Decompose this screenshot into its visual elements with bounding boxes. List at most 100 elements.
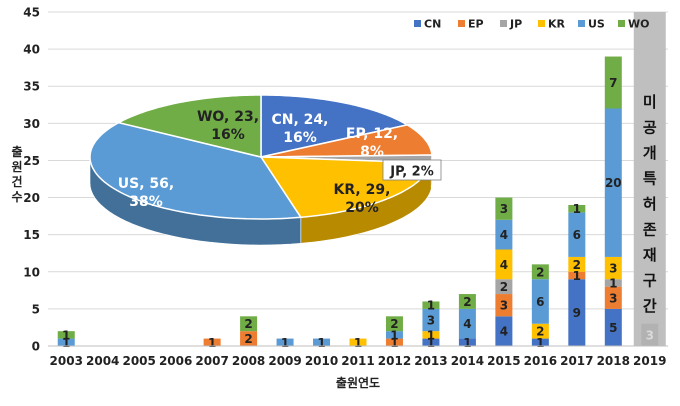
unpublished-band xyxy=(633,12,666,346)
pie-label: US, 56, xyxy=(118,176,174,192)
legend-label: CN xyxy=(424,18,441,31)
x-tick-label: 2017 xyxy=(560,354,593,368)
data-label: 3 xyxy=(609,262,617,276)
legend-swatch xyxy=(414,20,421,27)
pie-label: KR, 29, xyxy=(334,182,391,198)
data-label: 6 xyxy=(573,228,581,242)
annotation-char: 허 xyxy=(643,195,657,213)
legend-label: US xyxy=(588,18,605,31)
y-tick-label: 35 xyxy=(23,80,40,94)
annotation-char: 공 xyxy=(643,119,657,137)
legend: CN EP JP KR US WO xyxy=(414,18,649,31)
x-tick-label: 2008 xyxy=(232,354,265,368)
legend-swatch xyxy=(458,20,465,27)
data-label: 1 xyxy=(609,276,617,290)
data-label: 2 xyxy=(244,332,252,346)
data-label: 6 xyxy=(536,295,544,309)
pie-label: JP, 2% xyxy=(389,165,434,180)
data-label: 3 xyxy=(646,328,654,342)
bar-segment xyxy=(458,308,476,339)
pie-label: EP, 12, xyxy=(346,126,398,142)
bar-segment xyxy=(568,271,586,280)
bar-segment xyxy=(385,338,403,346)
bar-segment xyxy=(568,256,586,272)
x-tick-label: 2006 xyxy=(159,354,192,368)
bar-segment xyxy=(422,301,440,309)
x-tick-label: 2010 xyxy=(305,354,338,368)
data-label: 1 xyxy=(390,328,398,342)
bar-segment xyxy=(385,316,403,332)
data-label: 1 xyxy=(573,202,581,216)
data-label: 2 xyxy=(500,280,508,294)
pie-label-percent: 20% xyxy=(345,200,379,216)
data-label: 7 xyxy=(609,76,617,90)
bar-segment xyxy=(422,338,440,346)
data-label: 5 xyxy=(609,321,617,335)
data-label: 2 xyxy=(536,265,544,279)
legend-swatch xyxy=(578,20,585,27)
pie-label-box xyxy=(382,159,442,181)
data-label: 1 xyxy=(390,336,398,350)
bar-segment xyxy=(203,338,221,346)
bar-segment xyxy=(604,286,622,309)
data-label: 1 xyxy=(573,269,581,283)
bar-segment xyxy=(422,308,440,332)
data-label: 1 xyxy=(427,336,435,350)
y-axis-title-char: 건 xyxy=(11,174,22,189)
bars xyxy=(57,56,659,346)
bar-segment xyxy=(57,338,75,346)
y-axis-title-char: 수 xyxy=(11,190,22,204)
y-tick-label: 15 xyxy=(23,228,40,242)
x-tick-label: 2005 xyxy=(122,354,155,368)
y-tick-label: 25 xyxy=(23,154,40,168)
pie-label: WO, 23, xyxy=(197,109,259,125)
data-label: 3 xyxy=(500,299,508,313)
annotation-char: 간 xyxy=(643,297,657,315)
data-label: 2 xyxy=(390,317,398,331)
bar-segment xyxy=(531,279,549,324)
bar-segment xyxy=(349,338,367,346)
pie-label-percent: 38% xyxy=(129,194,163,210)
data-label: 9 xyxy=(573,306,581,320)
bar-segment xyxy=(531,338,549,346)
bar-segment xyxy=(313,338,331,346)
x-tick-label: 2015 xyxy=(487,354,520,368)
x-tick-label: 2003 xyxy=(50,354,83,368)
annotation-char: 개 xyxy=(643,144,657,162)
annotation-char: 특 xyxy=(643,170,657,188)
bar-segment xyxy=(458,338,476,346)
legend-swatch xyxy=(538,20,545,27)
x-tick-label: 2019 xyxy=(633,354,666,368)
x-tick-label: 2007 xyxy=(195,354,228,368)
bar-segment xyxy=(568,204,586,213)
y-tick-label: 40 xyxy=(23,43,40,57)
bar-segment xyxy=(240,331,258,346)
legend-swatch xyxy=(500,20,507,27)
bar-segment xyxy=(57,331,75,339)
data-label: 1 xyxy=(62,328,70,342)
legend-label: JP xyxy=(509,18,522,31)
y-axis-title-char: 원 xyxy=(11,160,22,174)
pie-label-percent: 16% xyxy=(211,127,245,143)
data-label: 3 xyxy=(609,291,617,305)
x-tick-label: 2011 xyxy=(341,354,374,368)
x-tick-label: 2014 xyxy=(451,354,484,368)
bar-segment xyxy=(276,338,294,346)
bar-segment xyxy=(495,219,513,250)
x-tick-label: 2013 xyxy=(414,354,447,368)
pie-label-percent: 8% xyxy=(360,144,384,160)
x-tick-label: 2016 xyxy=(524,354,557,368)
bar-segment xyxy=(495,197,513,220)
data-label: 1 xyxy=(463,336,471,350)
data-label: 1 xyxy=(427,299,435,313)
annotation-char: 존 xyxy=(643,221,657,239)
y-axis-title-char: 출 xyxy=(11,144,22,159)
bar-segment xyxy=(604,279,622,287)
pie-slice xyxy=(260,94,410,158)
data-label: 1 xyxy=(354,336,362,350)
legend-label: EP xyxy=(468,18,484,31)
data-label: 2 xyxy=(463,295,471,309)
bar-segment xyxy=(458,294,476,309)
bar-segment xyxy=(531,323,549,339)
bar-segment xyxy=(240,316,258,332)
